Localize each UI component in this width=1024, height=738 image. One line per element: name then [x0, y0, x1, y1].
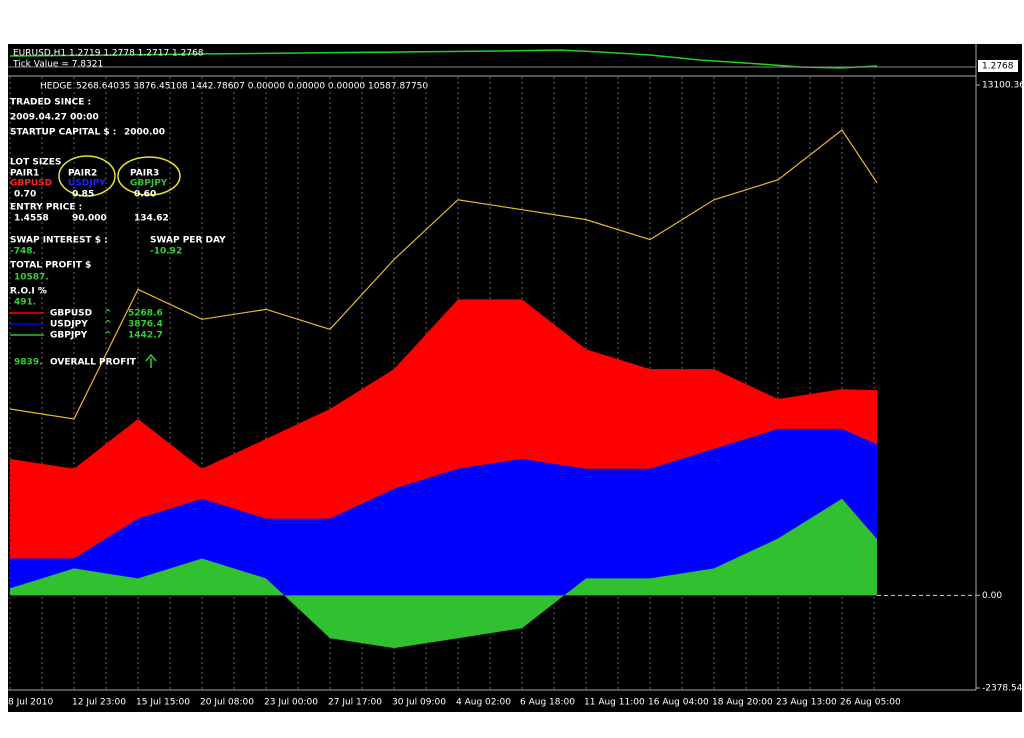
startup-capital-label: STARTUP CAPITAL $ : — [10, 128, 116, 138]
pair-label: PAIR2 — [68, 169, 97, 179]
highlight-circle — [58, 155, 116, 197]
swap-per-day-label: SWAP PER DAY — [150, 236, 226, 246]
symbol-line: EURUSD,H1 1.2719 1.2778 1.2717 1.2768 — [13, 49, 204, 59]
pair-symbol: GBPUSD — [10, 179, 52, 189]
total-profit: 10587. — [14, 273, 49, 283]
price-label-box — [978, 60, 1018, 72]
x-tick-label: 30 Jul 09:00 — [392, 698, 446, 708]
x-tick-label: 18 Aug 20:00 — [712, 698, 773, 708]
entry-price-label: ENTRY PRICE : — [10, 203, 82, 213]
legend-arrow: ^ — [104, 309, 112, 319]
lot-size: 0.85 — [72, 190, 94, 200]
legend-label: USDJPY — [50, 320, 88, 330]
pair-label: PAIR1 — [10, 169, 39, 179]
pair-label: PAIR3 — [130, 169, 159, 179]
x-tick-label: 16 Aug 04:00 — [648, 698, 709, 708]
area-series — [10, 428, 877, 596]
overall-label: OVERALL PROFIT — [50, 358, 137, 368]
hedge-values: 5268.64035 3876.45108 1442.78607 0.00000… — [76, 82, 428, 92]
swap-per-day: -10.92 — [150, 247, 182, 257]
roi: 491. — [14, 298, 36, 308]
legend-value: 5268.6 — [128, 309, 163, 319]
entry-price: 90.000 — [72, 214, 107, 224]
startup-capital: 2000.00 — [124, 128, 165, 138]
legend-value: 3876.4 — [128, 320, 163, 330]
traded-since-label: TRADED SINCE : — [10, 98, 91, 108]
x-tick-label: 23 Aug 13:00 — [776, 698, 837, 708]
legend-value: 1442.7 — [128, 331, 163, 341]
highlight-circle — [117, 156, 181, 196]
swap-interest-label: SWAP INTEREST $ : — [10, 236, 108, 246]
x-tick-label: 20 Jul 08:00 — [200, 698, 254, 708]
legend-arrow: ^ — [104, 320, 112, 330]
legend-label: GBPJPY — [50, 331, 88, 341]
entry-price: 134.62 — [134, 214, 169, 224]
y-tick-label: -2378.54 — [982, 684, 1023, 694]
legend-arrow: ^ — [104, 331, 112, 341]
entry-price: 1.4558 — [14, 214, 49, 224]
up-arrow-icon — [145, 353, 157, 368]
x-tick-label: 26 Aug 05:00 — [840, 698, 901, 708]
hedge-label: HEDGE — [40, 82, 72, 92]
y-tick-label: 13100.36 — [982, 81, 1024, 91]
area-series — [10, 498, 877, 649]
x-tick-label: 15 Jul 15:00 — [136, 698, 190, 708]
x-tick-label: 12 Jul 23:00 — [72, 698, 126, 708]
traded-since: 2009.04.27 00:00 — [10, 113, 99, 123]
x-tick-label: 6 Aug 18:00 — [520, 698, 575, 708]
x-tick-label: 4 Aug 02:00 — [456, 698, 511, 708]
x-tick-label: 27 Jul 17:00 — [328, 698, 382, 708]
lot-sizes-label: LOT SIZES — [10, 158, 61, 168]
pair-symbol: GBPJPY — [130, 179, 168, 189]
x-tick-label: 23 Jul 00:00 — [264, 698, 318, 708]
total-profit-label: TOTAL PROFIT $ — [10, 261, 91, 271]
pair-symbol: USDJPY — [68, 179, 106, 189]
price-label: 1.2768 — [982, 62, 1014, 72]
y-tick-label: 0.00 — [982, 591, 1002, 601]
tick-value: Tick Value = 7.8321 — [12, 60, 103, 70]
x-tick-label: 11 Aug 11:00 — [584, 698, 645, 708]
lot-size: 0.70 — [14, 190, 36, 200]
overall-value: 9839. — [14, 358, 42, 368]
roi-label: R.O.I % — [10, 287, 47, 297]
swap-interest: -748. — [10, 247, 36, 257]
legend-label: GBPUSD — [50, 309, 92, 319]
x-tick-label: 8 Jul 2010 — [8, 698, 53, 708]
lot-size: 0.60 — [134, 190, 156, 200]
line-series — [9, 129, 878, 420]
